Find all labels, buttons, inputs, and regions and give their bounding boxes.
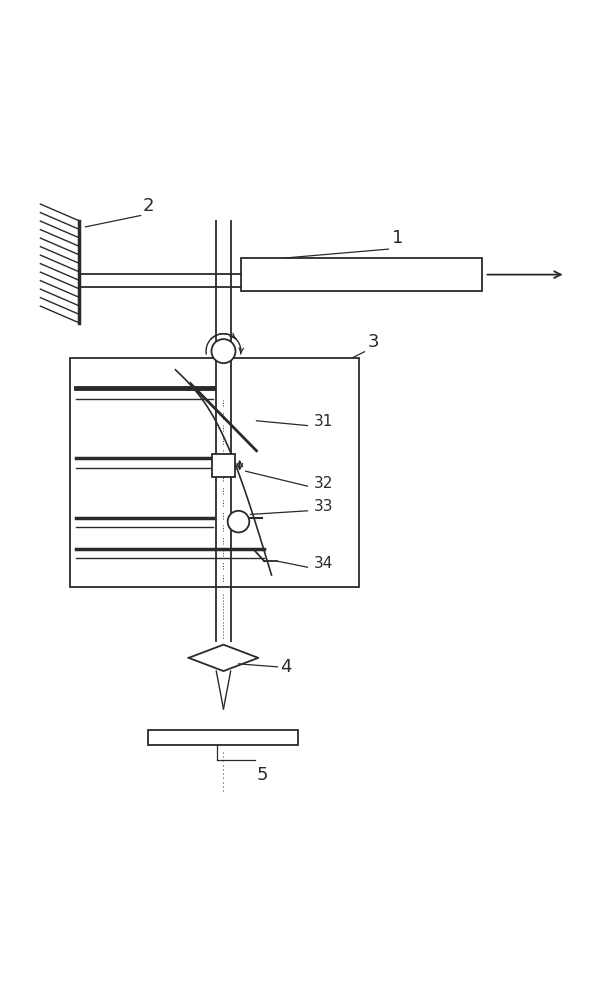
Text: 5: 5 — [256, 766, 268, 784]
Text: 4: 4 — [280, 658, 292, 676]
Text: 34: 34 — [314, 556, 333, 571]
Text: 31: 31 — [314, 414, 333, 429]
Text: 33: 33 — [314, 499, 333, 514]
Text: 1: 1 — [392, 229, 403, 247]
Text: 3: 3 — [367, 333, 379, 351]
Circle shape — [228, 511, 249, 532]
Bar — [71, 358, 359, 587]
Bar — [241, 258, 482, 291]
Text: 2: 2 — [143, 197, 154, 215]
Bar — [212, 454, 235, 477]
Circle shape — [212, 339, 236, 363]
Text: 32: 32 — [314, 476, 333, 491]
Bar — [148, 730, 298, 745]
